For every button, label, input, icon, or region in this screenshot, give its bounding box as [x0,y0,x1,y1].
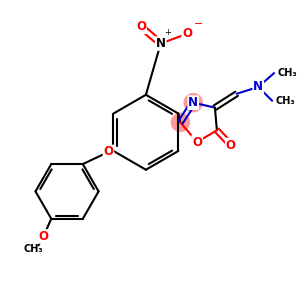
Text: −: − [194,19,204,29]
Text: O: O [136,20,146,33]
Text: CH₃: CH₃ [24,244,43,254]
Ellipse shape [184,93,203,112]
Text: O: O [192,136,202,148]
Text: O: O [38,230,48,243]
Text: CH₃: CH₃ [275,96,295,106]
Text: N: N [156,37,166,50]
Ellipse shape [171,112,190,132]
Text: N: N [253,80,263,93]
Text: CH₃: CH₃ [277,68,297,78]
Text: O: O [103,146,113,158]
Text: O: O [226,139,236,152]
Text: O: O [182,27,192,40]
Text: +: + [165,28,172,37]
Text: N: N [188,96,198,109]
